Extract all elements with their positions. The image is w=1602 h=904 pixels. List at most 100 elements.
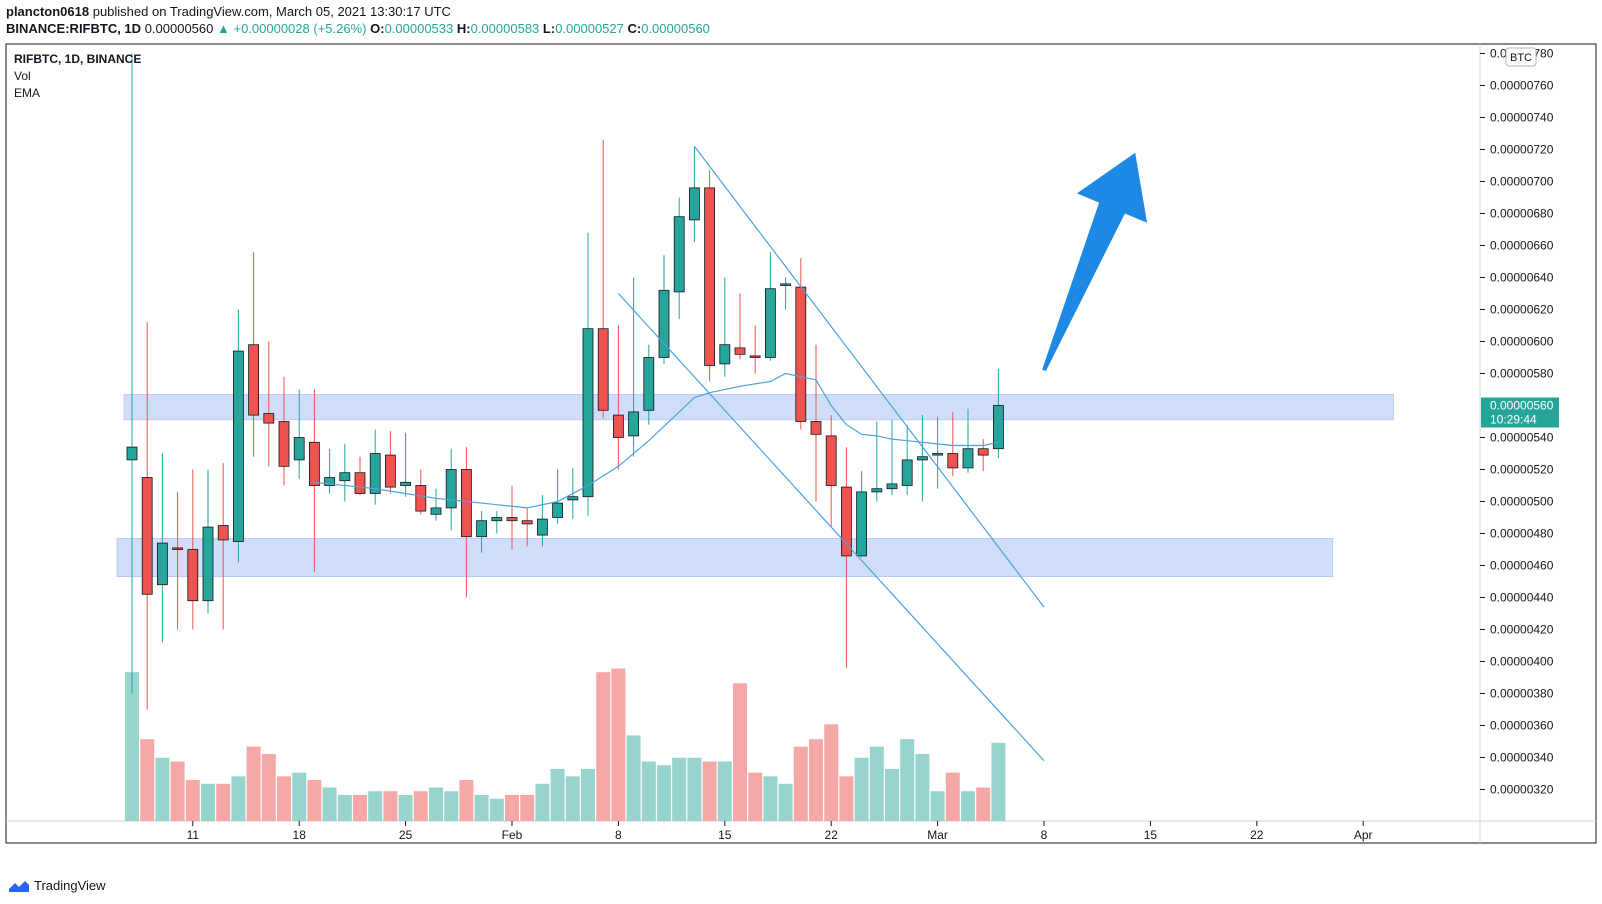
up-arrow bbox=[1042, 152, 1148, 372]
high-label: H: bbox=[456, 21, 471, 36]
candle bbox=[369, 429, 381, 505]
candles bbox=[126, 53, 1004, 710]
candle-body bbox=[308, 441, 320, 486]
candle bbox=[932, 416, 943, 489]
volume-bar bbox=[535, 783, 550, 821]
candle-body bbox=[369, 453, 381, 494]
y-tick-label: 0.00000760 bbox=[1490, 79, 1554, 93]
candle-body bbox=[415, 485, 427, 512]
volume-bar bbox=[717, 761, 732, 821]
ohlc-bar: BINANCE:RIFBTC, 1D 0.00000560 ▲ +0.00000… bbox=[6, 21, 710, 36]
author-name[interactable]: plancton0618 bbox=[6, 4, 90, 19]
x-tick-label: 25 bbox=[399, 828, 413, 842]
candle bbox=[384, 431, 396, 494]
candle-body bbox=[552, 502, 563, 518]
high-value: 0.00000583 bbox=[470, 21, 540, 36]
candle bbox=[719, 277, 731, 377]
candle bbox=[704, 170, 715, 382]
volume-bar bbox=[368, 791, 383, 821]
candle-body bbox=[871, 488, 883, 493]
brand-text: TradingView bbox=[34, 878, 106, 893]
candle bbox=[460, 447, 472, 598]
tradingview-brand[interactable]: TradingView bbox=[8, 878, 106, 893]
candle-body bbox=[704, 187, 715, 366]
volume-bar bbox=[125, 672, 139, 821]
y-tick-label: 0.00000700 bbox=[1490, 175, 1554, 189]
volume-bar bbox=[337, 794, 352, 821]
candle-body bbox=[749, 355, 761, 358]
candle-body bbox=[977, 448, 989, 456]
volume-bar bbox=[839, 776, 854, 821]
candle-body bbox=[491, 517, 503, 522]
volume-bar bbox=[733, 683, 747, 821]
candle-body bbox=[597, 328, 609, 411]
x-tick-label: Mar bbox=[927, 828, 948, 842]
y-tick-label: 0.00000480 bbox=[1490, 527, 1554, 541]
ema-line bbox=[314, 372, 999, 509]
legend-vol[interactable]: Vol bbox=[14, 69, 31, 83]
candle-body bbox=[643, 357, 655, 411]
plot-frame bbox=[5, 43, 1597, 844]
candle bbox=[217, 463, 229, 630]
y-tick-label: 0.00000600 bbox=[1490, 335, 1554, 349]
time-axis[interactable]: 11 18 25 Feb 8 15 22 Mar 8 15 22 Apr bbox=[187, 821, 1373, 842]
candle bbox=[537, 495, 548, 547]
candle bbox=[232, 309, 244, 563]
candle bbox=[749, 325, 761, 374]
candle bbox=[658, 255, 670, 364]
publish-text: published on TradingView.com, March 05, … bbox=[92, 4, 451, 19]
close-value: 0.00000560 bbox=[641, 21, 710, 36]
candle-body bbox=[324, 477, 336, 486]
candle bbox=[886, 419, 898, 496]
candle-body bbox=[156, 542, 168, 586]
candle bbox=[795, 258, 807, 430]
price-zone-1 bbox=[123, 394, 1394, 421]
candle bbox=[628, 277, 639, 457]
candle-body bbox=[917, 456, 928, 461]
volume-bar bbox=[748, 772, 763, 821]
candle-body bbox=[765, 288, 776, 358]
volume-bar bbox=[961, 791, 975, 821]
candle bbox=[947, 411, 959, 476]
candle bbox=[187, 469, 199, 630]
candle-body bbox=[613, 414, 624, 438]
volume-bar bbox=[854, 757, 869, 821]
candle-body bbox=[628, 411, 639, 437]
currency-badge[interactable]: BTC bbox=[1505, 47, 1537, 67]
candle bbox=[339, 443, 351, 502]
volume-bar bbox=[322, 787, 337, 821]
volume-bar bbox=[474, 794, 489, 821]
candle bbox=[871, 421, 883, 502]
volume-bar bbox=[170, 761, 185, 821]
volume-bar bbox=[292, 772, 307, 821]
candle bbox=[156, 453, 168, 643]
volume-bar bbox=[809, 739, 823, 821]
y-tick-label: 0.00000340 bbox=[1490, 751, 1554, 765]
legend-ema[interactable]: EMA bbox=[14, 86, 41, 100]
candle bbox=[278, 376, 290, 486]
candle bbox=[856, 471, 867, 558]
volume-bar bbox=[185, 780, 200, 821]
x-tick-label: 22 bbox=[825, 828, 839, 842]
volume-bar bbox=[353, 794, 367, 821]
legend-symbol: RIFBTC, 1D, BINANCE bbox=[14, 52, 142, 66]
x-tick-label: 15 bbox=[718, 828, 732, 842]
candle-body bbox=[141, 477, 153, 595]
candle bbox=[810, 344, 822, 502]
tradingview-logo-icon bbox=[9, 880, 29, 892]
candle bbox=[445, 448, 457, 531]
candle bbox=[506, 485, 518, 550]
candle-body bbox=[567, 496, 579, 501]
trendlines bbox=[617, 145, 1045, 762]
candle bbox=[841, 447, 852, 668]
candle bbox=[141, 322, 153, 710]
candle bbox=[354, 456, 366, 496]
candle-body bbox=[689, 187, 700, 221]
y-tick-label: 0.00000360 bbox=[1490, 719, 1554, 733]
candle bbox=[308, 389, 320, 572]
x-tick-label: 22 bbox=[1250, 828, 1264, 842]
candle bbox=[202, 469, 214, 614]
candle bbox=[734, 293, 746, 360]
candle-body bbox=[187, 549, 199, 602]
